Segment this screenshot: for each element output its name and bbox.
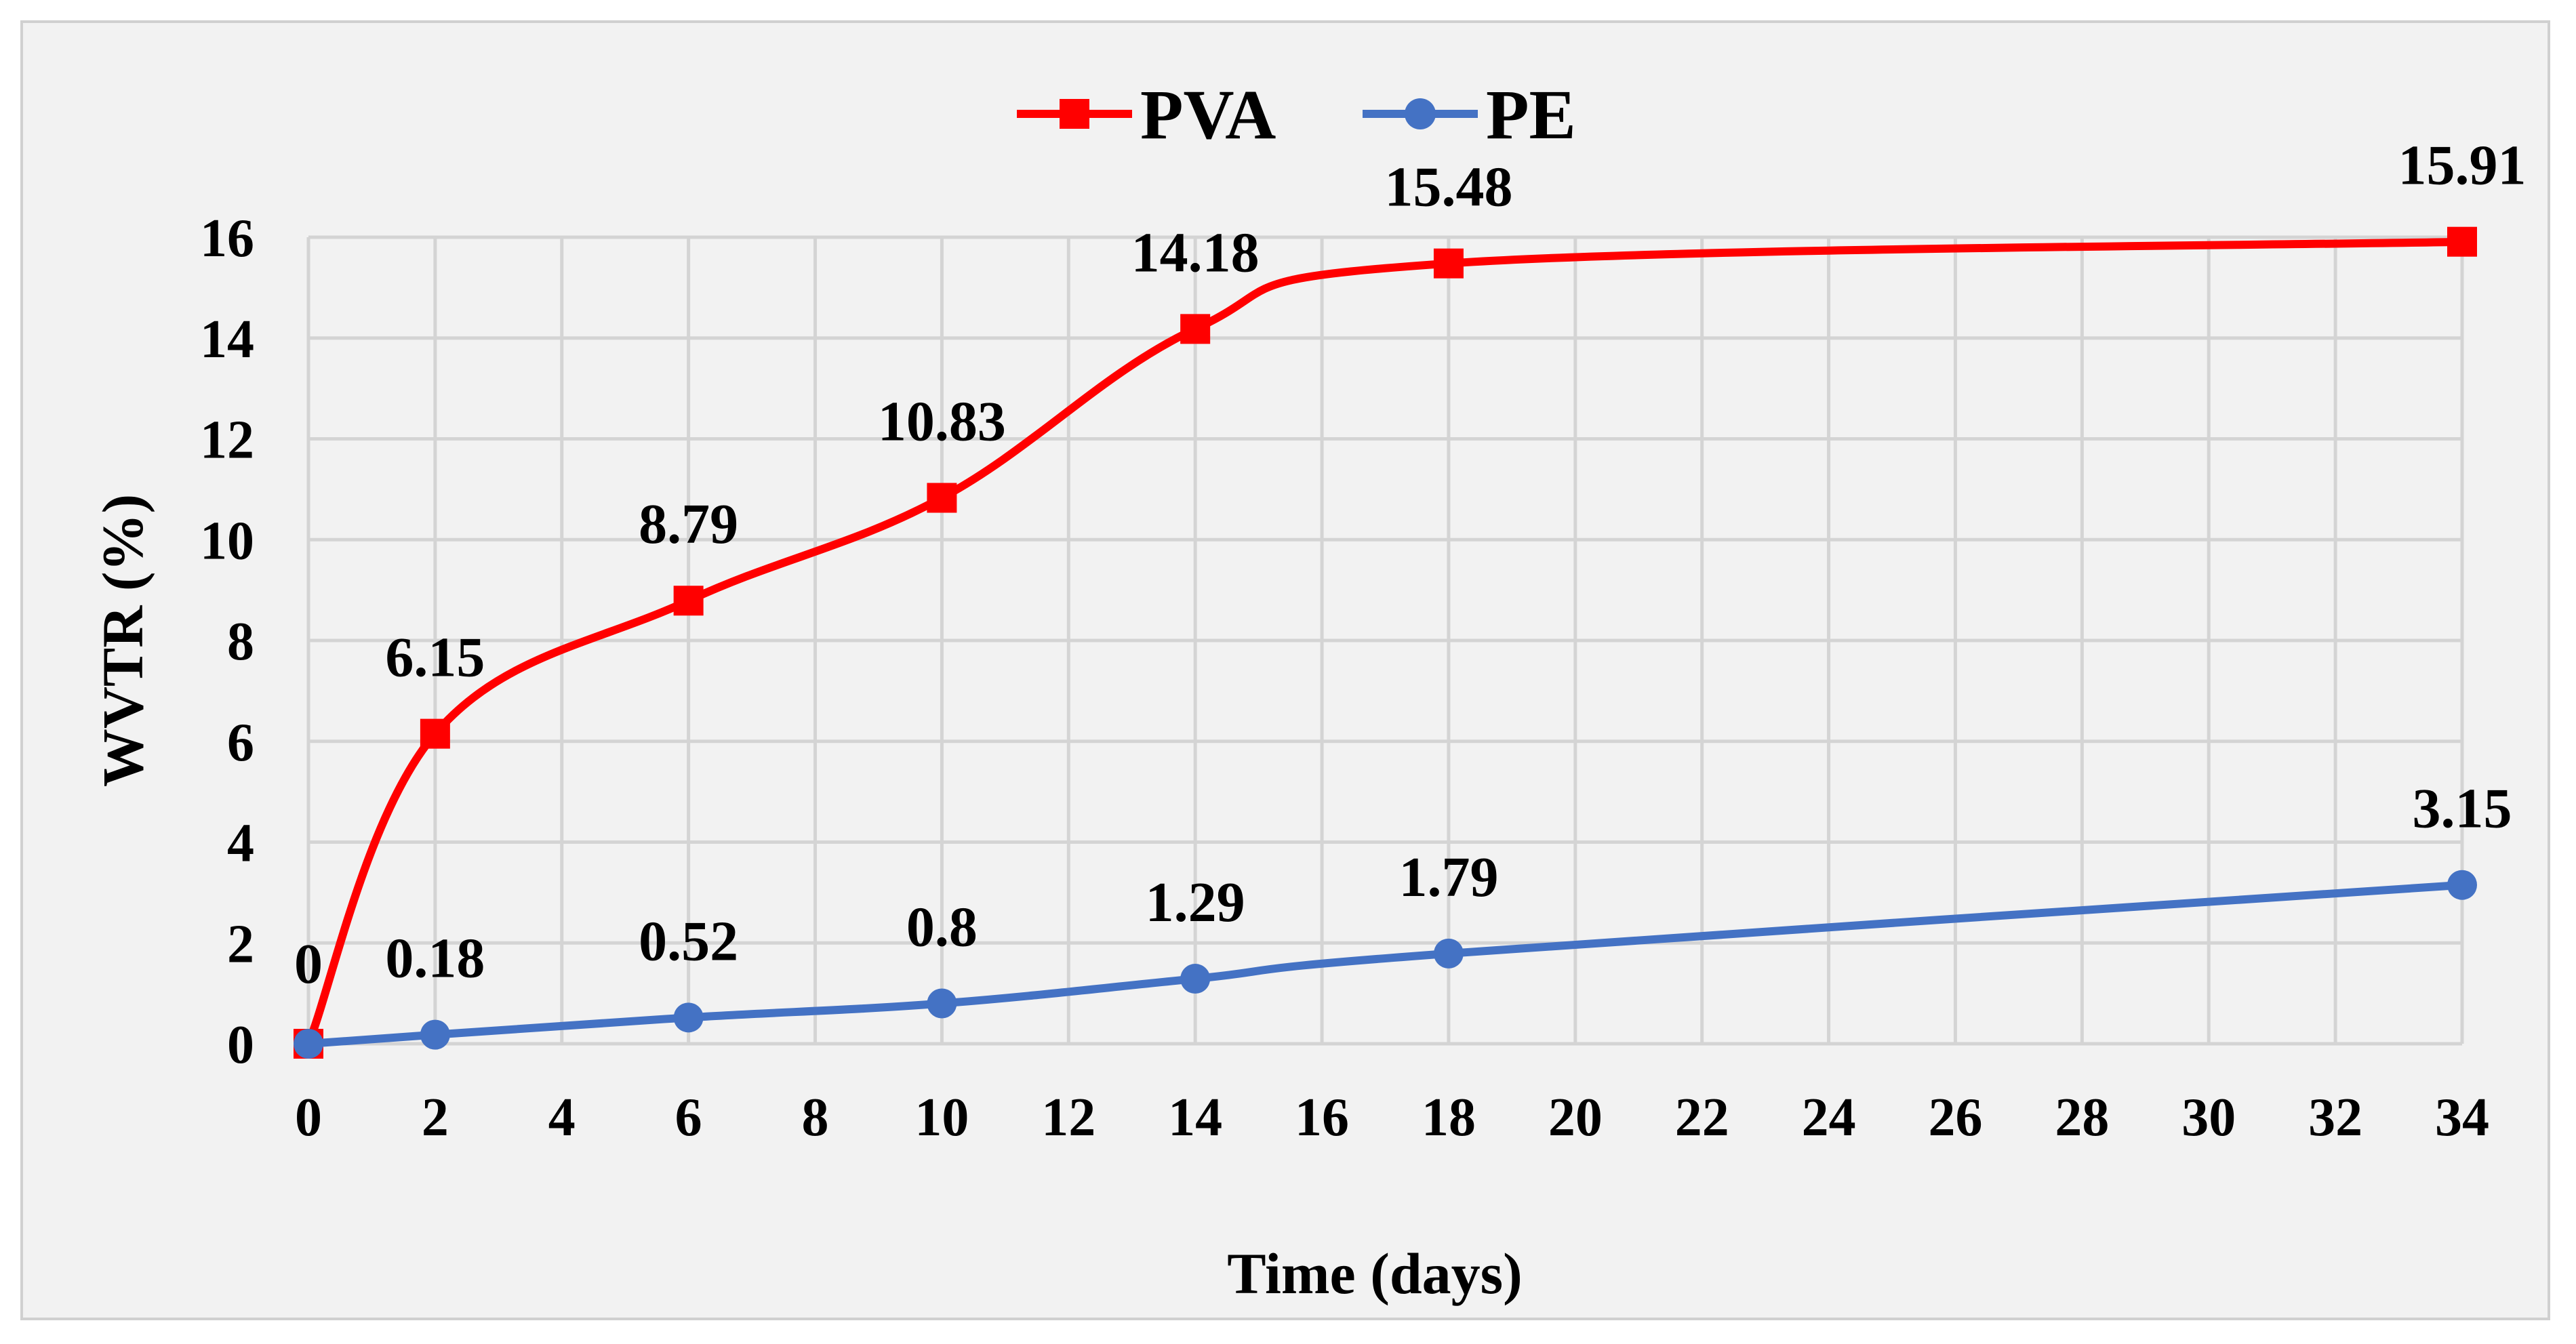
x-tick-label: 22 [1675,1088,1729,1147]
data-label-pva: 6.15 [385,626,485,689]
data-label-pe: 1.79 [1398,846,1498,909]
axes: 0 2 4 6 8 10 12 14 16 18 20 22 24 26 28 30 32 34024681012… [200,209,2489,1147]
y-tick-label: 4 [227,814,254,874]
x-axis-title: Time (days) [1227,1241,1523,1306]
x-tick-label: 4 [548,1088,576,1147]
y-tick-label: 0 [227,1015,254,1075]
data-point-pe [1433,938,1464,969]
legend-label-pe: PE [1486,76,1576,154]
series-line-pva [304,237,2463,1046]
x-tick-label: 8 [802,1088,829,1147]
x-tick-label: 24 [1802,1088,1856,1147]
data-label-pva: 10.83 [878,390,1006,453]
x-tick-label: 2 [422,1088,449,1147]
data-point-pe [1180,964,1211,994]
data-point-pva [1433,248,1464,279]
data-label-pva: 14.18 [1131,221,1260,284]
x-tick-label: 30 [2181,1088,2236,1147]
data-label-pva: 15.91 [2398,134,2527,197]
legend-item-pva: PVA [1017,76,1276,154]
series-pe [294,870,2477,1059]
y-axis-title: WVTR (%) [90,494,155,787]
x-tick-label: 26 [1928,1088,1982,1147]
data-point-pe [294,1029,323,1059]
data-point-pe [673,1002,704,1033]
x-tick-label: 18 [1422,1088,1476,1147]
data-label-pe: 1.29 [1146,871,1245,934]
data-label-pva: 0 [294,933,323,996]
data-point-pva [673,586,704,616]
y-tick-label: 8 [227,612,254,672]
data-label-pe: 0.52 [639,910,738,973]
y-tick-label: 6 [227,713,254,773]
x-tick-label: 14 [1168,1088,1222,1147]
data-point-pva [2447,226,2477,257]
grid-lines [306,235,2464,1046]
x-tick-label: 6 [675,1088,702,1147]
data-label-pva: 15.48 [1384,156,1512,219]
series-pva [294,226,2477,1059]
legend-marker-pva [1060,99,1089,129]
y-tick-label: 14 [200,310,254,369]
x-tick-label: 28 [2055,1088,2109,1147]
y-tick-label: 12 [200,411,254,470]
series-line-pe [308,880,2463,1048]
data-label-pe: 0.8 [906,896,978,959]
data-label-pe: 0.18 [385,927,485,990]
x-tick-label: 0 [295,1088,322,1147]
data-point-pe [2447,870,2477,900]
data-point-pva [927,483,957,513]
x-tick-label: 34 [2435,1088,2489,1147]
legend-label-pva: PVA [1140,76,1276,154]
x-tick-label: 10 [914,1088,969,1147]
legend: PVA PE [1017,76,1576,154]
legend-marker-pe [1405,98,1436,129]
data-label-pva: 8.79 [639,493,738,556]
y-tick-label: 2 [227,914,254,974]
x-tick-label: 12 [1041,1088,1095,1147]
data-point-pe [927,988,957,1019]
data-point-pva [1180,314,1211,344]
x-tick-label: 32 [2308,1088,2362,1147]
data-labels: 0 6.15 8.79 10.83 14.18 15.48 15.91 0.18 0.52 0.8… [294,134,2527,996]
legend-item-pe: PE [1363,76,1576,154]
data-point-pe [420,1019,450,1050]
y-tick-label: 10 [200,511,254,571]
y-tick-label: 16 [200,209,254,268]
x-tick-label: 20 [1548,1088,1603,1147]
data-point-pva [420,718,450,749]
x-tick-label: 16 [1295,1088,1349,1147]
data-label-pe: 3.15 [2413,777,2512,840]
series-lines [294,226,2477,1059]
